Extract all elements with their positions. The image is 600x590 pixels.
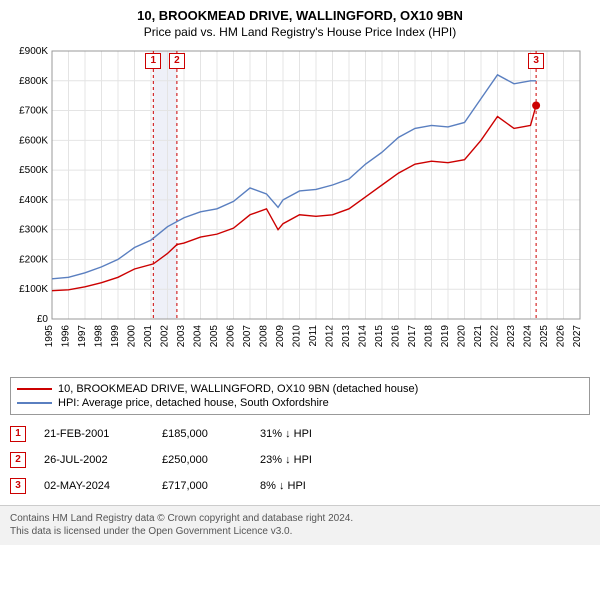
chart-container: 10, BROOKMEAD DRIVE, WALLINGFORD, OX10 9… bbox=[0, 0, 600, 371]
svg-text:2008: 2008 bbox=[259, 324, 270, 347]
svg-text:2020: 2020 bbox=[457, 324, 468, 347]
svg-text:2014: 2014 bbox=[358, 324, 369, 347]
event-price: £185,000 bbox=[162, 428, 242, 440]
svg-text:2021: 2021 bbox=[473, 324, 484, 347]
svg-text:1995: 1995 bbox=[44, 324, 55, 347]
svg-text:2012: 2012 bbox=[325, 324, 336, 347]
chart-title: 10, BROOKMEAD DRIVE, WALLINGFORD, OX10 9… bbox=[10, 8, 590, 25]
svg-text:2007: 2007 bbox=[242, 324, 253, 347]
chart-marker-icon: 2 bbox=[169, 53, 185, 69]
svg-text:2013: 2013 bbox=[341, 324, 352, 347]
svg-text:2017: 2017 bbox=[407, 324, 418, 347]
svg-text:2001: 2001 bbox=[143, 324, 154, 347]
event-row: 3 02-MAY-2024 £717,000 8% ↓ HPI bbox=[10, 473, 590, 499]
svg-text:2000: 2000 bbox=[127, 324, 138, 347]
svg-text:2004: 2004 bbox=[193, 324, 204, 347]
attribution-line: Contains HM Land Registry data © Crown c… bbox=[10, 512, 590, 526]
svg-text:1999: 1999 bbox=[110, 324, 121, 347]
event-price: £717,000 bbox=[162, 480, 242, 492]
event-diff: 31% ↓ HPI bbox=[260, 428, 350, 440]
svg-text:2018: 2018 bbox=[424, 324, 435, 347]
chart-marker-icon: 3 bbox=[528, 53, 544, 69]
legend-swatch bbox=[17, 388, 52, 390]
legend: 10, BROOKMEAD DRIVE, WALLINGFORD, OX10 9… bbox=[10, 377, 590, 415]
event-row: 2 26-JUL-2002 £250,000 23% ↓ HPI bbox=[10, 447, 590, 473]
svg-text:2024: 2024 bbox=[523, 324, 534, 347]
event-date: 21-FEB-2001 bbox=[44, 428, 144, 440]
svg-text:2015: 2015 bbox=[374, 324, 385, 347]
legend-swatch bbox=[17, 402, 52, 404]
svg-text:£800K: £800K bbox=[19, 76, 48, 87]
svg-text:£500K: £500K bbox=[19, 165, 48, 176]
svg-text:2003: 2003 bbox=[176, 324, 187, 347]
svg-text:2009: 2009 bbox=[275, 324, 286, 347]
event-marker-icon: 3 bbox=[10, 478, 26, 494]
svg-text:2022: 2022 bbox=[490, 324, 501, 347]
event-date: 02-MAY-2024 bbox=[44, 480, 144, 492]
event-diff: 23% ↓ HPI bbox=[260, 454, 350, 466]
svg-text:£100K: £100K bbox=[19, 284, 48, 295]
event-marker-icon: 2 bbox=[10, 452, 26, 468]
svg-text:2027: 2027 bbox=[572, 324, 583, 347]
legend-item: 10, BROOKMEAD DRIVE, WALLINGFORD, OX10 9… bbox=[17, 382, 583, 396]
svg-text:2011: 2011 bbox=[308, 324, 319, 346]
svg-text:£700K: £700K bbox=[19, 105, 48, 116]
svg-text:2025: 2025 bbox=[539, 324, 550, 347]
event-price: £250,000 bbox=[162, 454, 242, 466]
legend-label: 10, BROOKMEAD DRIVE, WALLINGFORD, OX10 9… bbox=[58, 383, 418, 395]
event-row: 1 21-FEB-2001 £185,000 31% ↓ HPI bbox=[10, 421, 590, 447]
event-diff: 8% ↓ HPI bbox=[260, 480, 350, 492]
svg-text:1996: 1996 bbox=[61, 324, 72, 347]
legend-label: HPI: Average price, detached house, Sout… bbox=[58, 397, 329, 409]
events-table: 1 21-FEB-2001 £185,000 31% ↓ HPI 2 26-JU… bbox=[10, 421, 590, 499]
chart-subtitle: Price paid vs. HM Land Registry's House … bbox=[10, 25, 590, 39]
svg-text:2002: 2002 bbox=[160, 324, 171, 347]
chart-plot-area: £0 £100K £200K £300K £400K £500K £600K £700K £80… bbox=[10, 45, 590, 365]
svg-text:2019: 2019 bbox=[440, 324, 451, 347]
event-date: 26-JUL-2002 bbox=[44, 454, 144, 466]
svg-text:1998: 1998 bbox=[94, 324, 105, 347]
svg-text:2016: 2016 bbox=[391, 324, 402, 347]
svg-text:£200K: £200K bbox=[19, 254, 48, 265]
chart-marker-icon: 1 bbox=[145, 53, 161, 69]
svg-text:£0: £0 bbox=[37, 314, 49, 325]
svg-text:2026: 2026 bbox=[556, 324, 567, 347]
svg-text:2005: 2005 bbox=[209, 324, 220, 347]
legend-item: HPI: Average price, detached house, Sout… bbox=[17, 396, 583, 410]
svg-text:2010: 2010 bbox=[292, 324, 303, 347]
svg-text:£900K: £900K bbox=[19, 46, 48, 57]
svg-text:£600K: £600K bbox=[19, 135, 48, 146]
attribution-line: This data is licensed under the Open Gov… bbox=[10, 525, 590, 539]
attribution: Contains HM Land Registry data © Crown c… bbox=[0, 505, 600, 545]
svg-text:1997: 1997 bbox=[77, 324, 88, 347]
svg-text:2023: 2023 bbox=[506, 324, 517, 347]
svg-text:£400K: £400K bbox=[19, 195, 48, 206]
svg-text:£300K: £300K bbox=[19, 225, 48, 236]
event-marker-icon: 1 bbox=[10, 426, 26, 442]
svg-text:2006: 2006 bbox=[226, 324, 237, 347]
